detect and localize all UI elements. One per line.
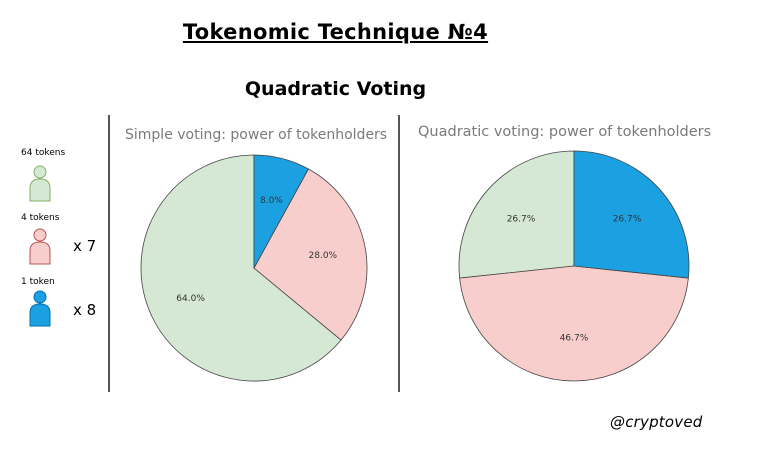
sub-title: Quadratic Voting bbox=[244, 78, 427, 100]
chart-title-simple-voting: Simple voting: power of tokenholders bbox=[125, 127, 388, 143]
legend-multiplier: x 7 bbox=[73, 237, 97, 255]
legend-multiplier: x 8 bbox=[73, 301, 97, 319]
legend-label: 4 tokens bbox=[21, 213, 60, 223]
pie-slice-1 bbox=[458, 150, 575, 279]
pie-slice-label: 26.7% bbox=[507, 214, 536, 224]
main-title: Tokenomic Technique №4 bbox=[182, 20, 489, 44]
person-icon bbox=[29, 165, 51, 202]
pie-chart-simple-voting: 64.0% 28.0% 8.0% bbox=[140, 154, 368, 382]
legend-label: 64 tokens bbox=[21, 148, 66, 158]
legend-item-1-token: 1 token x 8 bbox=[0, 275, 110, 335]
watermark: @cryptoved bbox=[610, 413, 703, 431]
pie-slice-1 bbox=[140, 154, 342, 382]
pie-slice-3 bbox=[573, 150, 690, 279]
divider-left bbox=[108, 115, 110, 392]
pie-slice-3 bbox=[253, 154, 309, 269]
chart-title-quadratic-voting: Quadratic voting: power of tokenholders bbox=[418, 124, 712, 140]
legend-item-4-tokens: 4 tokens x 7 bbox=[0, 211, 110, 271]
person-icon bbox=[29, 290, 51, 327]
pie-chart-quadratic-voting: 26.7% 46.7% 26.7% bbox=[458, 150, 690, 382]
pie-slice-label: 28.0% bbox=[309, 251, 338, 261]
pie-slice-label: 64.0% bbox=[176, 294, 205, 304]
pie-slice-label: 46.7% bbox=[560, 333, 589, 343]
pie-slice-2 bbox=[459, 265, 689, 382]
divider-right bbox=[398, 115, 400, 392]
pie-slice-2 bbox=[253, 168, 368, 341]
pie-slice-label: 26.7% bbox=[613, 214, 642, 224]
pie-slice-label: 8.0% bbox=[260, 196, 283, 206]
legend-label: 1 token bbox=[21, 277, 55, 287]
legend-item-64-tokens: 64 tokens bbox=[0, 146, 110, 206]
person-icon bbox=[29, 228, 51, 265]
